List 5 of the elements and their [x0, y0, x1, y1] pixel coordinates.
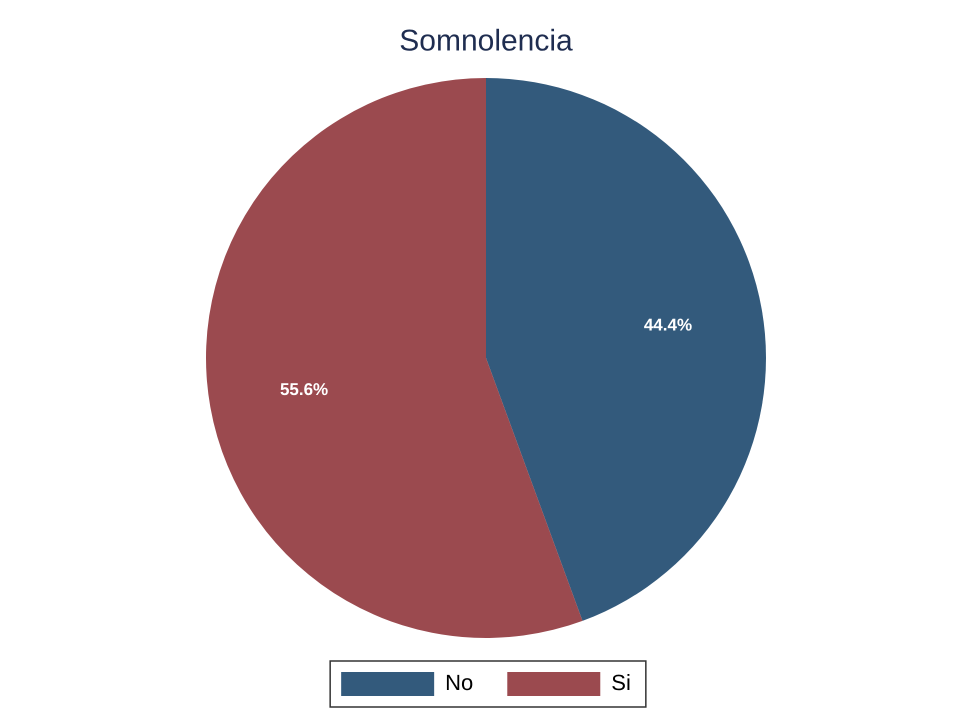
data-label: 44.4% — [644, 315, 692, 334]
legend-label: No — [445, 670, 474, 696]
legend-label: Si — [611, 670, 631, 696]
chart-title: Somnolencia — [399, 24, 574, 58]
data-label: 55.6% — [280, 380, 328, 400]
